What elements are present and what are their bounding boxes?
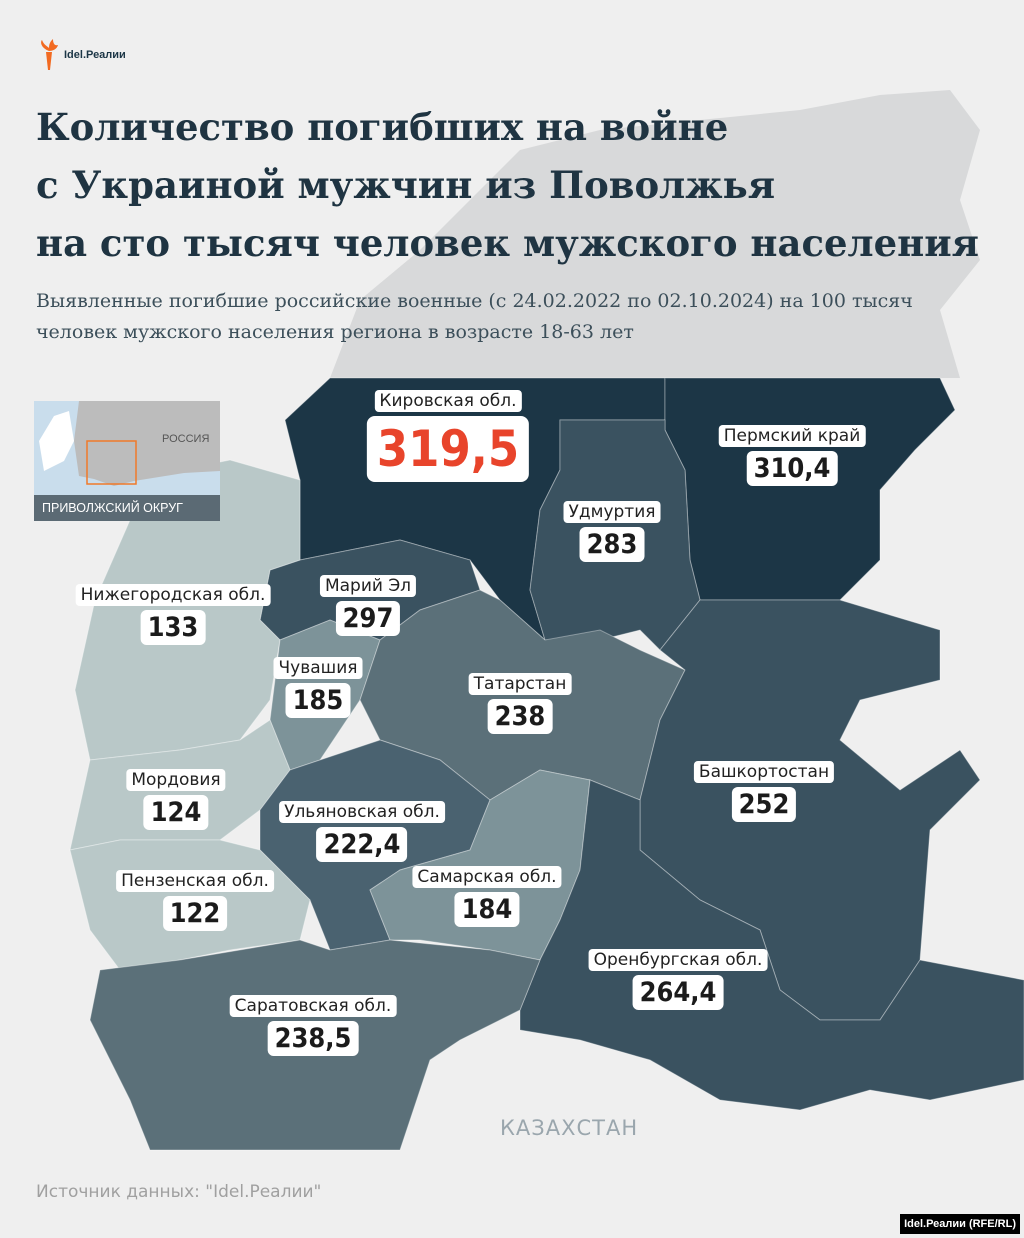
page-title: Количество погибших на войне с Украиной … xyxy=(36,98,1016,272)
region-name: Самарская обл. xyxy=(412,866,562,888)
source-note: Источник данных: "Idel.Реалии" xyxy=(36,1182,322,1202)
region-label: Татарстан 238 xyxy=(468,673,572,734)
region-label: Мордовия 124 xyxy=(126,769,226,830)
subtitle: Выявленные погибшие российские военные (… xyxy=(36,290,913,343)
region-shape xyxy=(519,779,1024,1111)
region-value: 124 xyxy=(143,795,209,830)
title-line: на сто тысяч человек мужского населения xyxy=(36,221,979,265)
region-value: 297 xyxy=(335,601,401,636)
region-value: 238,5 xyxy=(267,1021,359,1056)
region-label: Нижегородская обл. 133 xyxy=(75,584,271,645)
region-name: Пензенская обл. xyxy=(116,870,274,892)
region-label: Чувашия 185 xyxy=(273,657,363,718)
region-value: 238 xyxy=(487,699,553,734)
region-value: 264,4 xyxy=(632,975,724,1010)
region-value: 319,5 xyxy=(366,416,530,482)
region-name: Марий Эл xyxy=(319,575,417,597)
locator-map-graphic xyxy=(34,401,220,521)
region-name: Башкортостан xyxy=(693,761,835,783)
title-line: с Украиной мужчин из Поволжья xyxy=(36,163,776,207)
brand-logo: Idel.Реалии xyxy=(38,38,126,72)
region-value: 184 xyxy=(454,892,520,927)
region-label: Кировская обл. 319,5 xyxy=(366,390,530,482)
region-shape xyxy=(664,377,956,601)
region-value: 122 xyxy=(162,896,228,931)
region-label: Марий Эл 297 xyxy=(319,575,417,636)
russia-silhouette xyxy=(330,90,980,378)
region-name: Саратовская обл. xyxy=(229,995,397,1017)
inset-district-label: ПРИВОЛЖСКИЙ ОКРУГ xyxy=(34,495,220,521)
logo-text: Idel.Реалии xyxy=(64,49,126,61)
region-value: 222,4 xyxy=(316,827,408,862)
region-label: Ульяновская обл. 222,4 xyxy=(279,801,445,862)
torch-icon xyxy=(41,39,58,70)
region-name: Татарстан xyxy=(468,673,572,695)
region-label: Пермский край 310,4 xyxy=(718,425,866,486)
region-value: 310,4 xyxy=(746,451,838,486)
region-name: Чувашия xyxy=(273,657,363,679)
region-name: Нижегородская обл. xyxy=(75,584,271,606)
region-name: Кировская обл. xyxy=(374,390,522,412)
region-value: 283 xyxy=(579,527,645,562)
region-value: 252 xyxy=(731,787,797,822)
region-label: Оренбургская обл. 264,4 xyxy=(588,949,768,1010)
region-value: 185 xyxy=(285,683,351,718)
region-name: Ульяновская обл. xyxy=(279,801,445,823)
region-name: Оренбургская обл. xyxy=(588,949,768,971)
region-label: Самарская обл. 184 xyxy=(412,866,562,927)
credit-badge: Idel.Реалии (RFE/RL) xyxy=(900,1214,1020,1234)
inset-country-label: РОССИЯ xyxy=(162,433,210,445)
region-label: Саратовская обл. 238,5 xyxy=(229,995,397,1056)
region-value: 133 xyxy=(140,610,206,645)
region-name: Мордовия xyxy=(126,769,226,791)
region-label: Пензенская обл. 122 xyxy=(116,870,274,931)
region-label: Башкортостан 252 xyxy=(693,761,835,822)
region-name: Удмуртия xyxy=(563,501,661,523)
neighbor-label: КАЗАХСТАН xyxy=(500,1116,639,1140)
title-line: Количество погибших на войне xyxy=(36,105,729,149)
locator-inset-map: РОССИЯ ПРИВОЛЖСКИЙ ОКРУГ xyxy=(34,401,220,521)
region-name: Пермский край xyxy=(718,425,866,447)
region-label: Удмуртия 283 xyxy=(563,501,661,562)
